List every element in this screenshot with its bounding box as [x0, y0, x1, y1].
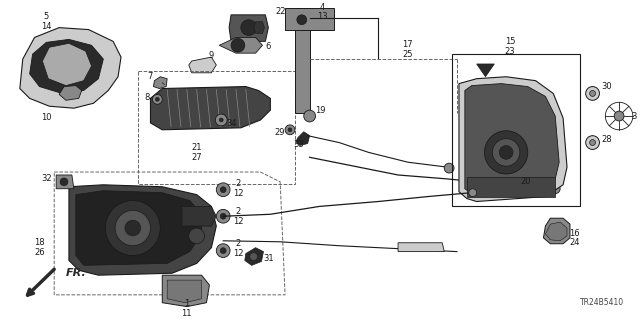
Bar: [452, 54, 580, 206]
Polygon shape: [545, 222, 567, 241]
Polygon shape: [59, 85, 82, 100]
Text: 21
27: 21 27: [191, 143, 202, 162]
Text: 6: 6: [266, 42, 271, 51]
Circle shape: [468, 189, 477, 197]
Text: 3: 3: [631, 112, 637, 121]
Text: 2
12: 2 12: [233, 239, 243, 258]
Circle shape: [492, 139, 520, 166]
Polygon shape: [229, 15, 268, 41]
Circle shape: [586, 86, 600, 100]
Circle shape: [220, 248, 226, 254]
Text: 7: 7: [148, 72, 153, 81]
Circle shape: [220, 187, 226, 193]
Circle shape: [288, 128, 292, 132]
Polygon shape: [154, 77, 167, 89]
Circle shape: [60, 178, 68, 186]
Polygon shape: [76, 191, 202, 265]
Text: 9: 9: [209, 51, 214, 60]
Polygon shape: [459, 77, 567, 202]
Text: 22: 22: [275, 7, 285, 16]
Text: 28: 28: [601, 135, 612, 144]
Circle shape: [115, 210, 150, 246]
Polygon shape: [543, 218, 570, 244]
Polygon shape: [285, 8, 334, 30]
Bar: [138, 71, 295, 184]
Polygon shape: [150, 86, 270, 130]
Text: 2
12: 2 12: [233, 207, 243, 226]
Text: TR24B5410: TR24B5410: [580, 298, 624, 307]
Circle shape: [189, 228, 205, 244]
Polygon shape: [182, 206, 216, 226]
Circle shape: [152, 94, 163, 104]
Polygon shape: [220, 37, 262, 53]
Text: 34: 34: [227, 119, 237, 128]
Circle shape: [297, 15, 307, 25]
Polygon shape: [477, 64, 494, 77]
Circle shape: [220, 213, 226, 219]
Text: 20: 20: [520, 177, 531, 186]
Text: 29: 29: [274, 128, 284, 137]
Circle shape: [484, 131, 528, 174]
Text: 1
11: 1 11: [182, 299, 192, 318]
Polygon shape: [467, 177, 556, 197]
Circle shape: [250, 253, 257, 260]
Circle shape: [220, 118, 223, 122]
Text: 19: 19: [315, 106, 326, 115]
Circle shape: [125, 220, 141, 236]
Text: 10: 10: [41, 114, 52, 122]
Circle shape: [216, 209, 230, 223]
Circle shape: [614, 111, 624, 121]
Text: 18
26: 18 26: [34, 238, 45, 257]
Text: 30: 30: [601, 82, 612, 91]
Circle shape: [589, 91, 595, 96]
Circle shape: [550, 184, 560, 194]
Polygon shape: [465, 84, 559, 194]
Polygon shape: [69, 185, 216, 275]
Text: 8: 8: [145, 93, 150, 102]
Text: 33: 33: [294, 140, 304, 149]
Circle shape: [499, 145, 513, 159]
Text: 17
25: 17 25: [403, 40, 413, 59]
Text: 15
23: 15 23: [505, 37, 515, 56]
Polygon shape: [295, 8, 310, 113]
Polygon shape: [42, 43, 92, 85]
Polygon shape: [398, 243, 444, 252]
Text: 32: 32: [41, 174, 52, 183]
Circle shape: [216, 183, 230, 197]
Circle shape: [156, 97, 159, 101]
Text: 4
13: 4 13: [317, 3, 328, 21]
Text: 16
24: 16 24: [570, 228, 580, 247]
Circle shape: [231, 38, 244, 52]
Circle shape: [304, 110, 316, 122]
Circle shape: [444, 163, 454, 173]
Circle shape: [241, 20, 257, 35]
Circle shape: [589, 140, 595, 145]
Text: FR.: FR.: [66, 268, 87, 278]
Circle shape: [285, 125, 295, 135]
Polygon shape: [253, 22, 264, 33]
Polygon shape: [296, 132, 310, 145]
Polygon shape: [56, 175, 74, 189]
Polygon shape: [20, 28, 121, 108]
Polygon shape: [29, 40, 103, 93]
Polygon shape: [163, 275, 209, 307]
Polygon shape: [244, 248, 264, 265]
Polygon shape: [167, 280, 202, 303]
Circle shape: [586, 136, 600, 149]
Circle shape: [215, 114, 227, 126]
Text: 31: 31: [263, 254, 274, 263]
Circle shape: [216, 244, 230, 257]
Text: 2
12: 2 12: [233, 179, 243, 198]
Text: 5
14: 5 14: [41, 12, 52, 31]
Polygon shape: [477, 180, 518, 188]
Polygon shape: [189, 57, 216, 73]
Circle shape: [106, 201, 160, 256]
